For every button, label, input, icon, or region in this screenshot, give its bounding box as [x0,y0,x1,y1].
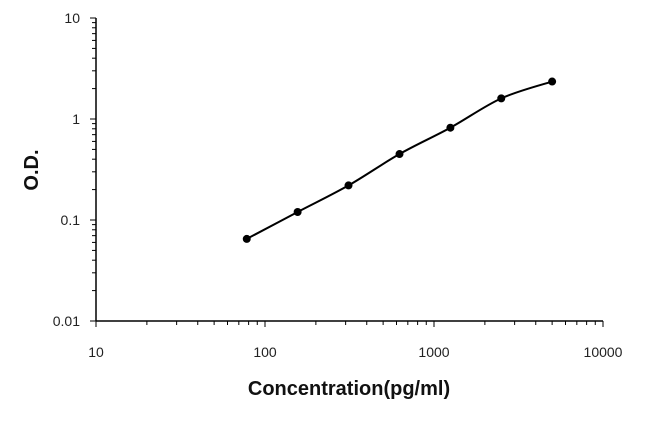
x-tick-label: 100 [253,344,277,360]
x-axis-title: Concentration(pg/ml) [248,378,450,400]
series-group [242,77,557,243]
y-tick-label: 0.01 [53,313,80,329]
series-line [246,80,553,240]
x-tick-label: 10 [88,344,104,360]
data-point [446,123,455,132]
data-point [548,77,557,86]
data-point [344,181,353,190]
x-tick-label: 1000 [418,344,449,360]
data-point [293,208,302,217]
data-point [395,150,404,159]
y-tick-label: 1 [72,111,80,127]
y-tick-label: 10 [64,10,80,26]
x-tick-label: 10000 [584,344,623,360]
tick-marks [90,17,604,327]
y-tick-label: 0.1 [61,212,81,228]
y-axis-title: O.D. [21,149,43,190]
data-point [497,94,506,103]
data-point [242,234,251,243]
